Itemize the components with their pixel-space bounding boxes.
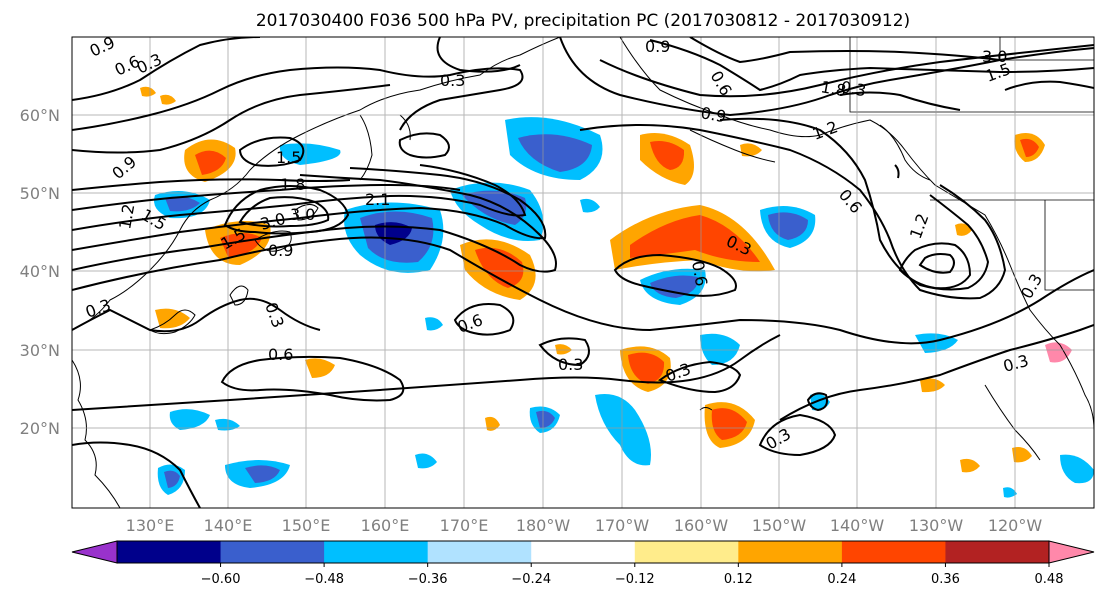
precip-area [740, 143, 762, 157]
precip-area [920, 378, 945, 393]
precip-area [164, 470, 180, 488]
precip-area [536, 410, 555, 428]
precip-area [485, 416, 500, 431]
precip-area [518, 134, 592, 172]
precip-area [462, 190, 527, 225]
map-title: 2017030400 F036 500 hPa PV, precipitatio… [256, 11, 910, 31]
lon-label: 160°E [361, 516, 410, 535]
lat-label: 60°N [20, 106, 60, 125]
lat-label: 30°N [20, 341, 60, 360]
colorbar-tick-label: −0.48 [304, 572, 344, 587]
contour-label: 1.2 [115, 202, 138, 230]
lat-label: 20°N [20, 419, 60, 438]
contour-label: 0.9 [645, 37, 670, 56]
colorbar-segment [324, 541, 429, 563]
colorbar-tick-label: 0.12 [724, 572, 753, 587]
map-frame [71, 36, 1095, 509]
map-panel: 0.9 0.6 0.3 0.3 0.9 0.6 0.9 1.5 1.8 1.2 … [72, 37, 1094, 508]
precip-area [650, 275, 699, 298]
precip-area [630, 215, 760, 262]
lon-label: 140°E [204, 516, 253, 535]
precip-area [1020, 138, 1039, 157]
contour-label: 1.8 [280, 175, 305, 194]
precip-area [305, 358, 335, 378]
contour-label: 1.8 [819, 77, 847, 100]
latitude-labels: 60°N 50°N 40°N 30°N 20°N [20, 106, 60, 438]
precip-area [955, 126, 1006, 165]
contour-label: 0.6 [268, 345, 293, 364]
precip-area [425, 317, 443, 331]
contour-label: 2.1 [365, 190, 390, 209]
precip-area [1045, 342, 1072, 363]
precip-area [415, 453, 437, 469]
lon-label: 170°E [440, 516, 489, 535]
contour-label: 0.6 [688, 259, 711, 287]
contour-label: 0.3 [839, 77, 867, 100]
precip-area [195, 150, 226, 175]
lon-label: 180°W [516, 516, 571, 535]
colorbar-segment [634, 541, 739, 563]
precip-area [169, 409, 210, 430]
precip-area [650, 141, 685, 170]
precip-area [555, 344, 572, 355]
lon-label: 150°W [752, 516, 807, 535]
colorbar-tick-label: −0.60 [201, 572, 241, 587]
colorbar-tick-label: 0.24 [827, 572, 856, 587]
precip-area [1003, 487, 1017, 498]
colorbar-tick-label: 0.48 [1035, 572, 1064, 587]
colorbar-segment [531, 541, 636, 563]
lon-label: 140°W [830, 516, 885, 535]
precip-area [595, 394, 651, 466]
colorbar-segment [945, 541, 1050, 563]
precip-area [140, 86, 156, 97]
contour-label: 0.9 [268, 241, 293, 260]
colorbar-tick-label: −0.24 [511, 572, 551, 587]
precip-area [1060, 454, 1094, 484]
colorbar-segment [738, 541, 843, 563]
lon-label: 170°W [595, 516, 650, 535]
precip-area [711, 408, 747, 440]
colorbar-segment [220, 541, 325, 563]
lat-label: 50°N [20, 184, 60, 203]
colorbar-tick-label: −0.36 [408, 572, 448, 587]
colorbar: −0.60 −0.48 −0.36 −0.24 −0.12 0.12 0.24 0.36 0.4… [71, 540, 1095, 587]
colorbar-segment [841, 541, 946, 563]
colorbar-tick-label: −0.12 [615, 572, 655, 587]
gridlines [72, 37, 1094, 508]
lon-label: 150°E [282, 516, 331, 535]
contour-label: 3.0 [290, 205, 315, 224]
precip-area [955, 223, 972, 236]
colorbar-segment [427, 541, 532, 563]
colorbar-extend-min [71, 540, 118, 564]
precip-area [628, 352, 665, 384]
lon-label: 130°W [909, 516, 964, 535]
colorbar-extend-max [1048, 540, 1095, 564]
precip-area [245, 465, 280, 483]
lon-label: 120°W [988, 516, 1043, 535]
precip-area [475, 247, 524, 288]
contour-label: 0.9 [699, 103, 727, 126]
precip-area [160, 94, 176, 105]
precip-area [700, 333, 740, 365]
precip-area [580, 198, 600, 213]
lat-label: 40°N [20, 262, 60, 281]
colorbar-frame [116, 540, 1050, 564]
precip-area [1012, 447, 1032, 463]
lon-label: 160°W [674, 516, 729, 535]
longitude-labels: 130°E 140°E 150°E 160°E 170°E 180°W 170°… [126, 516, 1043, 535]
colorbar-segment [117, 541, 222, 563]
lon-label: 130°E [126, 516, 175, 535]
precip-area [768, 212, 808, 240]
precip-area [279, 143, 341, 165]
precip-area [165, 196, 200, 212]
contour-label: 0.3 [558, 355, 583, 374]
pv-contours [72, 37, 1094, 508]
precip-area [960, 458, 980, 473]
contour-label: 0.3 [440, 71, 465, 90]
colorbar-tick-label: 0.36 [931, 572, 960, 587]
contour-label: 1.5 [276, 148, 301, 167]
contour-label: 3.0 [982, 47, 1007, 66]
